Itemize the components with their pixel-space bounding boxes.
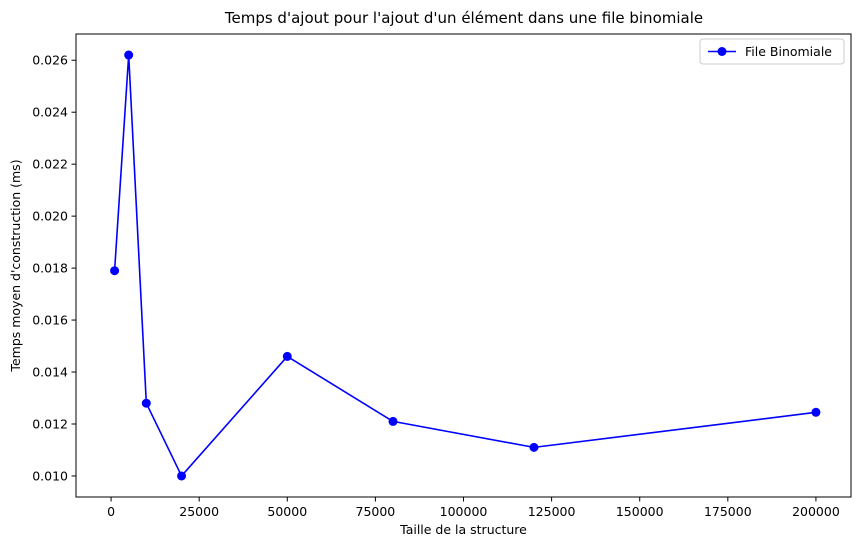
x-tick-label: 125000 bbox=[528, 504, 576, 519]
series-layer bbox=[110, 50, 821, 481]
x-tick-label: 150000 bbox=[616, 504, 664, 519]
data-point bbox=[282, 351, 292, 361]
data-point bbox=[110, 266, 120, 276]
y-tick-label: 0.012 bbox=[32, 416, 68, 431]
y-tick-label: 0.020 bbox=[32, 209, 68, 224]
legend-frame bbox=[699, 38, 845, 65]
x-tick-label: 75000 bbox=[356, 504, 396, 519]
data-point bbox=[141, 398, 151, 408]
plot-area: 0 25000 50000 75000 100000 125000 150000 175000… bbox=[32, 33, 852, 519]
x-axis-title: Taille de la structure bbox=[399, 522, 527, 537]
y-tick-label: 0.010 bbox=[32, 468, 68, 483]
x-tick-label: 25000 bbox=[179, 504, 219, 519]
series-line bbox=[113, 54, 817, 477]
x-tick-label: 0 bbox=[107, 504, 115, 519]
y-tick-label: 0.026 bbox=[32, 53, 68, 68]
legend-marker bbox=[717, 47, 727, 56]
chart-title: Temps d'ajout pour l'ajout d'un élément … bbox=[224, 9, 703, 27]
y-tick-label: 0.016 bbox=[32, 313, 68, 328]
legend-label: File Binomiale bbox=[745, 44, 832, 59]
x-tick-label: 175000 bbox=[704, 504, 752, 519]
x-axis: 0 25000 50000 75000 100000 125000 150000 175000… bbox=[107, 497, 840, 519]
y-tick-label: 0.018 bbox=[32, 261, 68, 276]
data-point bbox=[811, 407, 821, 417]
data-point bbox=[529, 442, 539, 452]
y-tick-label: 0.022 bbox=[32, 157, 68, 172]
x-tick-label: 100000 bbox=[440, 504, 488, 519]
x-tick-label: 50000 bbox=[267, 504, 307, 519]
y-tick-label: 0.014 bbox=[32, 365, 68, 380]
legend: File Binomiale bbox=[699, 38, 845, 65]
y-axis: 0.010 0.012 0.014 0.016 0.018 0.020 0.022 0.024… bbox=[32, 53, 76, 483]
data-point bbox=[177, 471, 187, 481]
y-axis-title: Temps moyen d'construction (ms) bbox=[8, 159, 23, 372]
y-tick-label: 0.024 bbox=[32, 105, 68, 120]
data-point bbox=[388, 416, 398, 426]
x-tick-label: 200000 bbox=[792, 504, 840, 519]
data-point bbox=[124, 50, 134, 60]
